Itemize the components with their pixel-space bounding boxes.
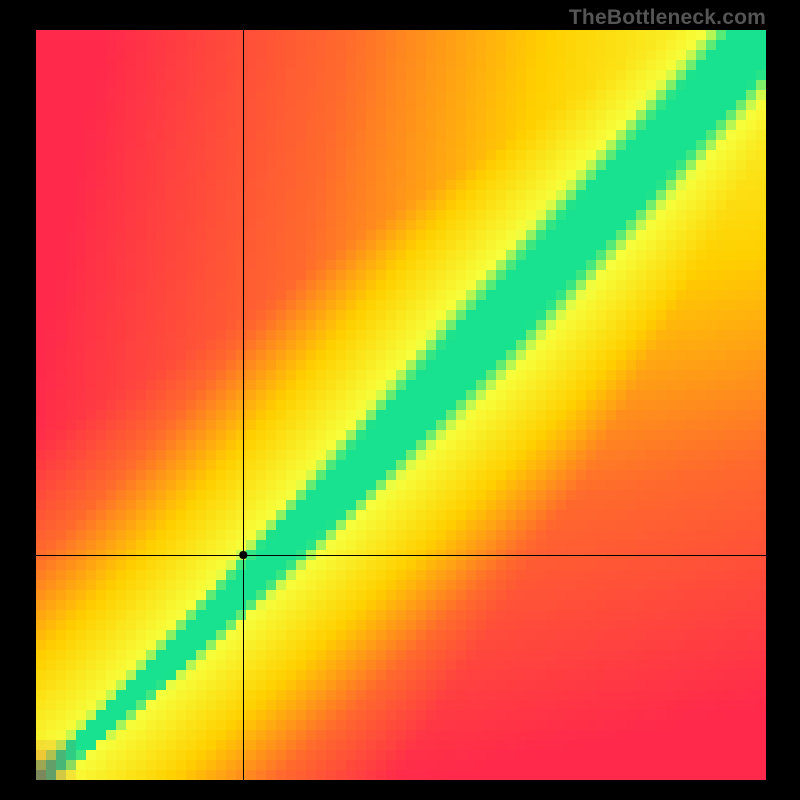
watermark-text: TheBottleneck.com bbox=[569, 6, 766, 30]
bottleneck-heatmap bbox=[0, 0, 800, 800]
chart-container: TheBottleneck.com bbox=[0, 0, 800, 800]
